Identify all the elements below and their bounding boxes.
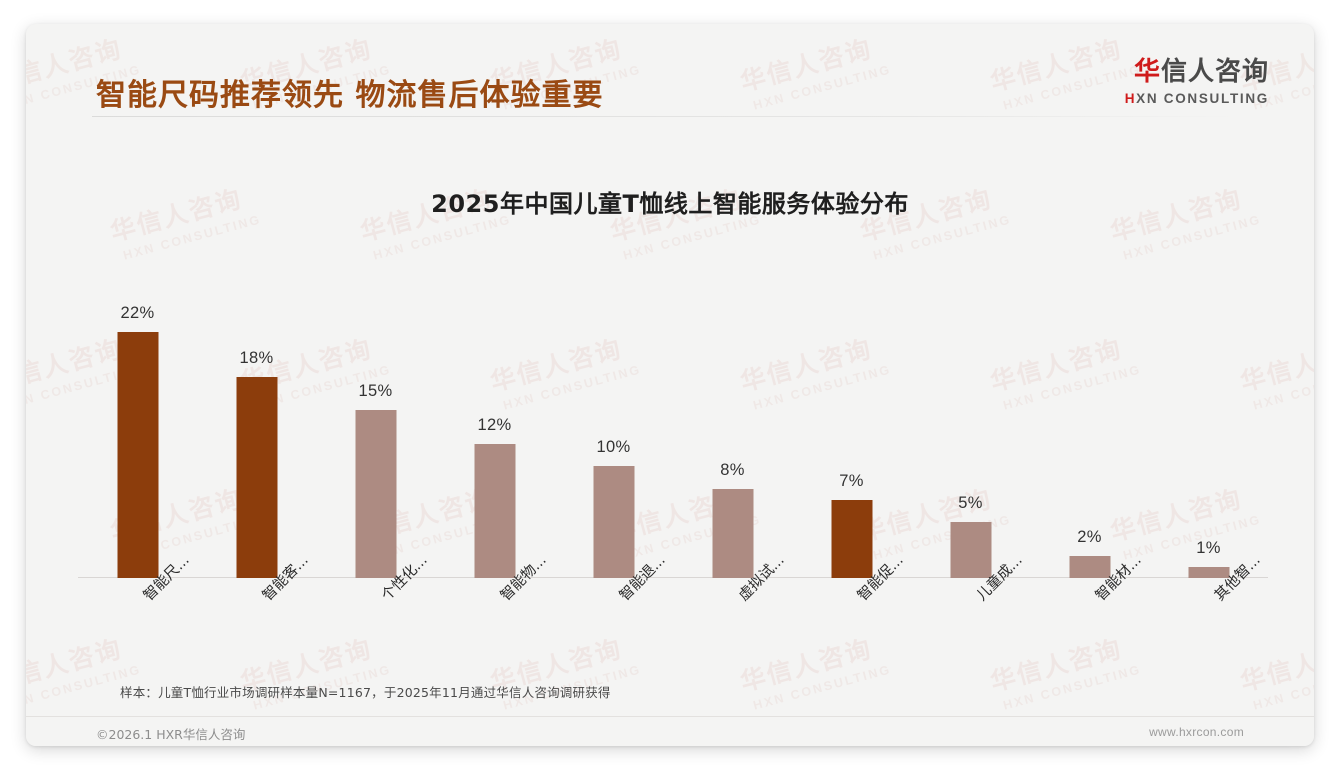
logo-cn-rest: 信人咨询 xyxy=(1160,57,1269,87)
page-title: 智能尺码推荐领先 物流售后体验重要 xyxy=(96,78,604,113)
bar-chart-plot: 22% 智能尺... 18% 智能客... 15% 个性化... 12% 智能物... 10% 智… xyxy=(78,244,1268,604)
website-url[interactable]: www.hxrcon.com xyxy=(1149,725,1244,739)
bar[interactable] xyxy=(1188,566,1229,578)
logo-chinese-text: 华信人咨询 xyxy=(1125,57,1269,87)
bar-value-label: 12% xyxy=(477,415,512,434)
bar-value-label: 1% xyxy=(1196,538,1221,557)
bar-group: 1% 其他智... xyxy=(1149,244,1268,604)
bar-value-label: 15% xyxy=(358,382,393,401)
copyright-text: ©2026.1 HXR华信人咨询 xyxy=(96,727,246,742)
source-footnote: 样本：儿童T恤行业市场调研样本量N=1167，于2025年11月通过华信人咨询调… xyxy=(120,685,611,700)
bar[interactable] xyxy=(950,522,991,578)
bar[interactable] xyxy=(117,332,158,578)
bar[interactable] xyxy=(831,499,872,578)
bar-value-label: 8% xyxy=(720,460,745,479)
bar-group: 7% 智能促... xyxy=(792,244,911,604)
brand-logo: 华信人咨询 HXN CONSULTING xyxy=(1125,57,1269,106)
bar-value-label: 18% xyxy=(239,348,274,367)
chart-title: 2025年中国儿童T恤线上智能服务体验分布 xyxy=(431,190,909,218)
chart-baseline-axis xyxy=(78,577,1268,578)
logo-en-red: H xyxy=(1124,91,1137,107)
bar-value-label: 5% xyxy=(958,494,983,513)
bar[interactable] xyxy=(593,466,634,578)
bar-group: 10% 智能退... xyxy=(554,244,673,604)
bar-group: 15% 个性化... xyxy=(316,244,435,604)
bar[interactable] xyxy=(474,443,515,578)
bar-group: 5% 儿童成... xyxy=(911,244,1030,604)
slide-canvas: 华信人咨询 HXN CONSULTING 华信人咨询 HXN CONSULTING 华信… xyxy=(26,24,1314,746)
bar-value-label: 22% xyxy=(120,304,155,322)
bar-group: 22% 智能尺... xyxy=(78,244,197,604)
bar-group: 8% 虚拟试... xyxy=(673,244,792,604)
slide-header: 智能尺码推荐领先 物流售后体验重要 xyxy=(26,24,1314,116)
chart-area: 2025年中国儿童T恤线上智能服务体验分布 22% 智能尺... 18% 智能客...… xyxy=(26,124,1314,684)
bar-group: 18% 智能客... xyxy=(197,244,316,604)
header-divider xyxy=(92,116,1242,117)
bar[interactable] xyxy=(236,376,277,578)
bar[interactable] xyxy=(712,488,753,578)
bar-group: 2% 智能材... xyxy=(1030,244,1149,604)
bar-value-label: 7% xyxy=(839,471,864,490)
bar-value-label: 10% xyxy=(596,438,631,457)
logo-english-text: HXN CONSULTING xyxy=(1125,91,1269,106)
bar[interactable] xyxy=(1069,555,1110,578)
bar[interactable] xyxy=(355,410,396,578)
slide-footer: ©2026.1 HXR华信人咨询 www.hxrcon.com xyxy=(26,717,1314,746)
logo-en-rest: XN CONSULTING xyxy=(1136,91,1269,107)
bar-value-label: 2% xyxy=(1077,527,1102,546)
logo-cn-red: 华 xyxy=(1133,57,1161,87)
footer-divider xyxy=(26,716,1314,717)
bar-group: 12% 智能物... xyxy=(435,244,554,604)
